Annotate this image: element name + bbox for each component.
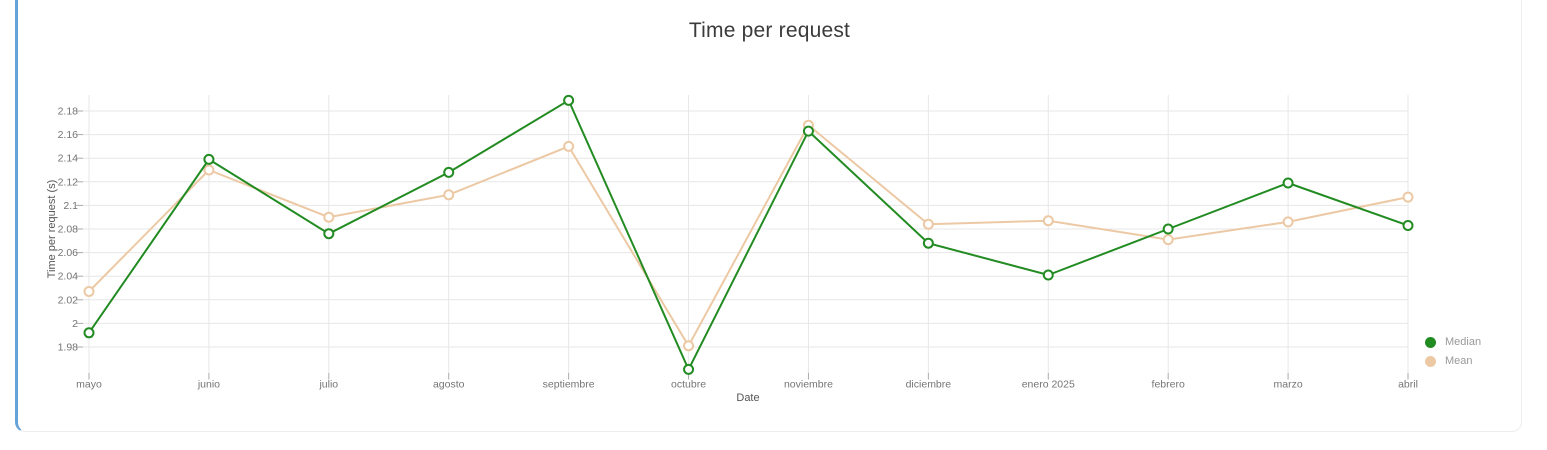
data-point-median	[203, 153, 215, 165]
x-axis-title: Date	[736, 392, 759, 404]
y-tick-label: 2.06	[58, 247, 79, 259]
y-tick-label: 2.16	[58, 129, 79, 141]
x-tick-label: febrero	[1152, 379, 1185, 391]
y-tick-label: 2.1	[63, 200, 78, 212]
data-point-median	[922, 237, 934, 249]
mean-legend-dot-icon	[1425, 355, 1436, 367]
x-tick-label: agosto	[433, 379, 465, 391]
data-point-median	[443, 166, 455, 178]
legend: Median Mean	[1425, 336, 1481, 367]
chart-title: Time per request	[688, 19, 851, 42]
x-tick-label: noviembre	[784, 379, 833, 391]
data-point-mean	[323, 211, 335, 223]
data-point-mean	[683, 340, 695, 352]
data-point-mean	[922, 218, 934, 230]
median-legend-dot-icon	[1425, 336, 1436, 348]
x-tick-label: enero 2025	[1022, 379, 1075, 391]
x-tick-label: junio	[197, 379, 220, 391]
data-point-median	[802, 125, 814, 137]
data-point-mean	[563, 140, 575, 152]
mean-legend-label: Mean	[1445, 355, 1473, 367]
data-point-mean	[83, 286, 95, 297]
data-point-mean	[1042, 215, 1054, 227]
data-point-mean	[443, 189, 455, 201]
data-point-median	[1282, 177, 1294, 189]
chart-card: Time per request	[15, 0, 1522, 432]
y-tick-label: 2	[72, 318, 78, 330]
data-point-mean	[1402, 191, 1414, 203]
y-tick-label: 2.14	[58, 153, 79, 165]
x-tick-label: septiembre	[543, 379, 595, 391]
x-tick-label: mayo	[76, 379, 102, 391]
data-point-median	[683, 363, 695, 375]
data-point-median	[1402, 220, 1414, 231]
median-legend-label: Median	[1445, 336, 1482, 348]
x-tick-label: octubre	[671, 379, 706, 391]
data-point-median	[563, 94, 575, 106]
x-tick-label: marzo	[1273, 379, 1302, 391]
legend-item-median[interactable]: Median	[1425, 336, 1481, 348]
data-point-median	[83, 327, 95, 339]
data-point-mean	[203, 164, 215, 176]
y-tick-label: 2.18	[58, 106, 79, 118]
data-point-mean	[1162, 234, 1174, 246]
y-tick-label: 2.12	[58, 176, 79, 188]
data-point-median	[1042, 269, 1054, 281]
y-tick-label: 2.02	[58, 294, 79, 306]
data-point-median	[323, 228, 335, 240]
x-tick-label: abril	[1398, 379, 1418, 391]
y-tick-label: 2.04	[58, 271, 79, 283]
legend-item-mean[interactable]: Mean	[1425, 355, 1481, 367]
y-tick-label: 1.98	[58, 342, 79, 354]
y-axis-title: Time per request (s)	[46, 180, 58, 279]
series-line-median	[88, 98, 1409, 372]
series-line-mean	[88, 123, 1409, 348]
y-tick-label: 2.08	[58, 224, 79, 236]
data-point-median	[1162, 223, 1174, 235]
data-point-mean	[1282, 216, 1294, 228]
x-tick-label: diciembre	[906, 379, 952, 391]
x-tick-label: julio	[318, 379, 338, 391]
